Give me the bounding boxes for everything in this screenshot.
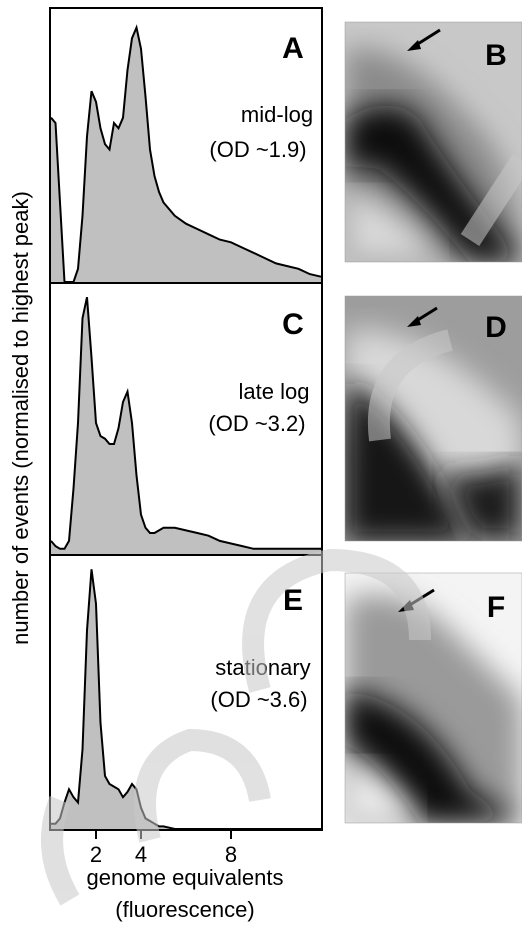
panel-label-c: C [282, 308, 304, 341]
x-tick-label: 4 [135, 842, 147, 867]
histogram-area-a [51, 27, 321, 282]
histogram-c [50, 296, 321, 554]
micrograph-f [345, 573, 522, 823]
x-tick-label: 8 [225, 842, 237, 867]
panel-label-b: B [485, 39, 507, 72]
annotation-a-line1: mid-log [241, 102, 313, 127]
x-axis-ticks: 2 4 8 [90, 830, 237, 867]
micrograph-b-frame [344, 21, 522, 263]
arrow-icon [407, 28, 441, 51]
y-axis-label: number of events (normalised to highest … [8, 191, 33, 645]
panel-label-f: F [487, 591, 505, 624]
annotation-c-line1: late log [239, 379, 310, 404]
histogram-a [50, 24, 322, 283]
panel-label-d: D [485, 311, 507, 344]
annotation-e-line2: (OD ~3.6) [210, 687, 307, 712]
annotation-a-line2: (OD ~1.9) [209, 137, 306, 162]
x-axis-label-line1: genome equivalents [87, 865, 284, 890]
histogram-line-a [50, 24, 322, 283]
annotation-c-line2: (OD ~3.2) [208, 411, 305, 436]
histogram-line-c [50, 296, 321, 550]
micrograph-f-frame [344, 572, 522, 824]
micrograph-d-frame [344, 295, 522, 542]
panel-label-e: E [283, 584, 303, 617]
arrow-icon [407, 306, 438, 327]
x-axis-label-line2: (fluorescence) [115, 897, 254, 922]
histogram-area-c [51, 297, 321, 554]
watermark [41, 154, 522, 906]
micrograph-b [345, 22, 522, 262]
x-tick-label: 2 [90, 842, 102, 867]
panel-label-a: A [282, 32, 304, 65]
